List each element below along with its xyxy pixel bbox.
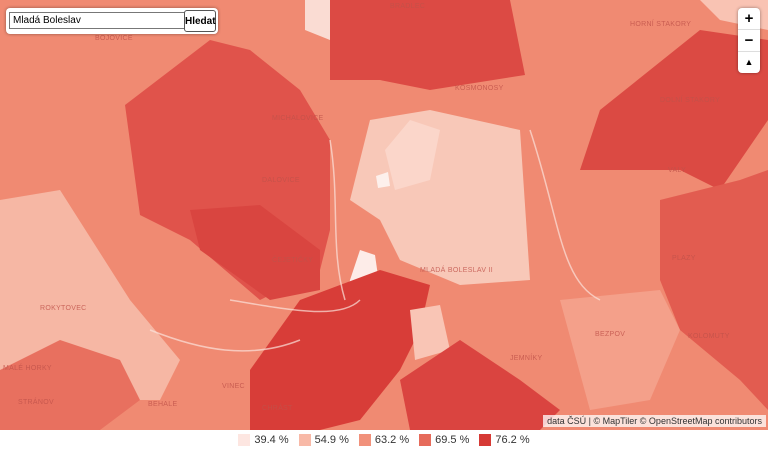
place-label: VINEC [222, 383, 245, 390]
legend-item: 69.5 % [419, 433, 470, 446]
place-label: ROKYTOVEC [40, 305, 87, 312]
place-label: MICHALOVICE [272, 115, 324, 122]
place-label: ČEJETIČKY [272, 255, 313, 264]
map: BRADLEC HORNÍ STAKORY DOLNÍ STAKORY KOSMONO… [0, 0, 768, 430]
legend-label: 69.5 % [435, 433, 470, 446]
place-label: BEHALE [148, 401, 177, 408]
legend-swatch [298, 433, 311, 446]
zoom-out[interactable]: − [738, 30, 760, 52]
search-input[interactable] [9, 12, 187, 29]
legend-swatch [358, 433, 371, 446]
place-label: MLADÁ BOLESLAV II [420, 265, 493, 274]
legend-item: 63.2 % [358, 433, 410, 446]
search-box: Hledat [6, 8, 218, 34]
search-button[interactable]: Hledat [184, 10, 216, 32]
legend-item: 39.4 % [238, 433, 289, 446]
place-label: KOSMONOSY [455, 85, 504, 92]
place-label: HORNÍ STAKORY [630, 19, 691, 28]
zoom-in[interactable]: + [738, 8, 760, 30]
place-label: BRADLEC [390, 3, 425, 10]
attribution: data ČSÚ | © MapTiler © OpenStreetMap co… [543, 415, 766, 427]
legend-label: 76.2 % [495, 433, 530, 446]
legend-swatch [419, 433, 432, 446]
place-label: KOLOMUTY [688, 333, 730, 340]
place-label: CHRÁST [262, 403, 293, 412]
legend-label: 63.2 % [374, 433, 410, 446]
place-label: JEMNÍKY [510, 353, 542, 362]
place-label: DALOVICE [262, 177, 300, 184]
legend-item: 54.9 % [298, 433, 349, 446]
place-label: BOJOVICE [95, 35, 133, 42]
legend-swatch [238, 433, 251, 446]
legend-item: 76.2 % [479, 433, 530, 446]
zoom-control: + − ▲ [738, 8, 760, 73]
place-label: DOLNÍ STAKORY [660, 95, 720, 104]
reset-north[interactable]: ▲ [744, 57, 754, 67]
legend: 39.4 % 54.9 % 63.2 % 69.5 % 76.2 % [0, 430, 768, 449]
place-label: STRÁNOV [18, 397, 54, 406]
legend-swatch [479, 433, 492, 446]
legend-label: 54.9 % [314, 433, 349, 446]
place-label: VALY [668, 167, 686, 174]
place-label: PLAZY [672, 255, 696, 262]
legend-label: 39.4 % [254, 433, 289, 446]
place-label: MALÉ HORKY [3, 363, 52, 372]
place-label: BEZPOV [595, 331, 625, 338]
